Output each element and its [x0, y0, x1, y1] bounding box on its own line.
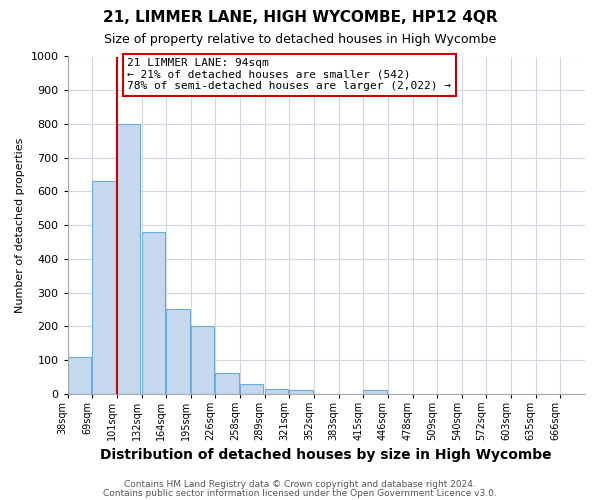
- Text: Contains public sector information licensed under the Open Government Licence v3: Contains public sector information licen…: [103, 488, 497, 498]
- Bar: [166, 310, 190, 394]
- Bar: [215, 374, 239, 394]
- Bar: [191, 326, 214, 394]
- Text: 21 LIMMER LANE: 94sqm
← 21% of detached houses are smaller (542)
78% of semi-det: 21 LIMMER LANE: 94sqm ← 21% of detached …: [127, 58, 451, 92]
- X-axis label: Distribution of detached houses by size in High Wycombe: Distribution of detached houses by size …: [100, 448, 552, 462]
- Bar: [142, 232, 165, 394]
- Bar: [92, 182, 116, 394]
- Bar: [289, 390, 313, 394]
- Bar: [363, 390, 386, 394]
- Bar: [117, 124, 140, 394]
- Text: Size of property relative to detached houses in High Wycombe: Size of property relative to detached ho…: [104, 32, 496, 46]
- Bar: [265, 388, 288, 394]
- Bar: [240, 384, 263, 394]
- Text: Contains HM Land Registry data © Crown copyright and database right 2024.: Contains HM Land Registry data © Crown c…: [124, 480, 476, 489]
- Text: 21, LIMMER LANE, HIGH WYCOMBE, HP12 4QR: 21, LIMMER LANE, HIGH WYCOMBE, HP12 4QR: [103, 10, 497, 25]
- Bar: [68, 356, 91, 394]
- Y-axis label: Number of detached properties: Number of detached properties: [15, 138, 25, 313]
